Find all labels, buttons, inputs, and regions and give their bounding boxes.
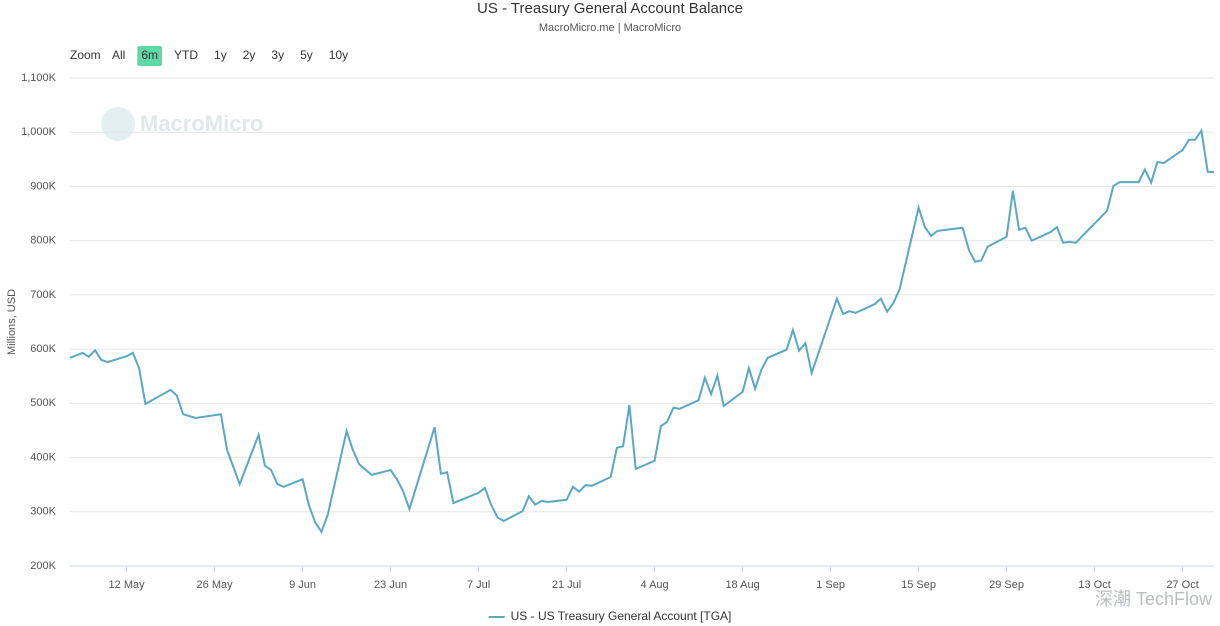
x-tick-label: 13 Oct (1078, 579, 1110, 591)
x-tick-label: 15 Sep (901, 579, 936, 591)
x-tick-label: 23 Jun (374, 579, 407, 591)
x-tick-label: 18 Aug (725, 579, 759, 591)
range-button[interactable]: All (112, 48, 125, 62)
watermark: 深潮 TechFlow (1095, 589, 1213, 609)
x-tick-label: 7 Jul (467, 579, 490, 591)
chart-title: US - Treasury General Account Balance (477, 0, 743, 17)
y-tick-label: 600K (30, 343, 56, 355)
y-tick-label: 800K (30, 235, 56, 247)
x-tick-label: 4 Aug (641, 579, 669, 591)
y-tick-label: 200K (30, 560, 56, 572)
y-tick-label: 400K (30, 451, 56, 463)
range-button[interactable]: 3y (271, 48, 284, 62)
x-tick-label: 27 Oct (1166, 579, 1198, 591)
x-tick-label: 26 May (197, 579, 234, 591)
watermark: MacroMicro (140, 111, 263, 136)
x-tick-label: 12 May (109, 579, 146, 591)
x-tick-label: 9 Jun (289, 579, 316, 591)
range-label: Zoom (70, 48, 101, 62)
y-tick-label: 900K (30, 180, 56, 192)
range-button[interactable]: YTD (174, 48, 198, 62)
y-axis-label: Millions, USD (6, 289, 18, 355)
data-line (69, 127, 1215, 535)
y-tick-label: 500K (30, 397, 56, 409)
range-button-bg (137, 46, 163, 66)
range-button[interactable]: 5y (300, 48, 313, 62)
y-tick-label: 300K (30, 506, 56, 518)
range-button[interactable]: 1y (214, 48, 227, 62)
range-button[interactable]: 10y (329, 48, 348, 62)
x-tick-label: 29 Sep (989, 579, 1024, 591)
range-button[interactable]: 2y (243, 48, 256, 62)
range-button[interactable]: 6m (141, 48, 158, 62)
chart-subtitle: MacroMicro.me | MacroMicro (539, 22, 681, 34)
legend-label[interactable]: US - US Treasury General Account [TGA] (511, 609, 732, 623)
x-tick-label: 1 Sep (816, 579, 845, 591)
x-tick-label: 21 Jul (552, 579, 581, 591)
watermark-logo (101, 107, 135, 141)
y-tick-label: 1,100K (21, 72, 57, 84)
y-tick-label: 1,000K (21, 126, 57, 138)
y-tick-label: 700K (30, 289, 56, 301)
